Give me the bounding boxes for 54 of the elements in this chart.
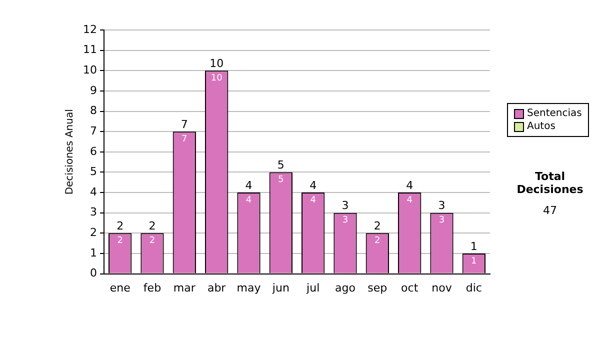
y-tick-label: 0 <box>90 266 97 280</box>
legend-label: Autos <box>527 120 556 133</box>
y-axis-title: Decisiones Anual <box>64 109 76 195</box>
legend-label: Sentencias <box>527 107 582 120</box>
x-tick-label: abr <box>207 281 226 294</box>
data-label: 3 <box>438 216 445 226</box>
y-tick-label: 5 <box>90 165 97 178</box>
text: 47 <box>542 204 558 217</box>
total-label: 3 <box>438 199 446 212</box>
x-tick-label: may <box>236 281 262 294</box>
data-label: 10 <box>210 73 223 84</box>
total-label: 2 <box>374 220 381 233</box>
y-tick-label: 7 <box>90 124 97 138</box>
total-label: 4 <box>245 178 252 192</box>
y-tick-label: 9 <box>90 84 97 97</box>
x-tick-label: sep <box>368 281 388 294</box>
x-tick-label: feb <box>143 281 162 294</box>
data-label: 4 <box>246 195 252 206</box>
data-label: 1 <box>471 256 477 266</box>
data-label: 3 <box>342 216 348 226</box>
x-tick-label: jun <box>271 281 290 294</box>
y-tick-label: 10 <box>82 63 97 76</box>
y-tick-label: 11 <box>82 43 97 56</box>
total-label: 2 <box>116 220 124 233</box>
y-tick-label: 12 <box>82 22 97 36</box>
total-label: 3 <box>342 199 349 212</box>
data-label: 4 <box>406 195 413 206</box>
x-tick-label: jul <box>306 281 320 294</box>
total-label: 4 <box>406 178 414 192</box>
data-label: 5 <box>278 175 284 186</box>
y-tick-label: 6 <box>90 144 97 158</box>
x-tick-label: nov <box>432 281 452 294</box>
total-label: 5 <box>277 158 284 172</box>
total-label: 2 <box>148 220 156 233</box>
y-tick-label: 2 <box>90 226 97 240</box>
text: Total Decisiones <box>516 170 584 196</box>
data-label: 4 <box>310 195 316 206</box>
total-label: 7 <box>180 118 188 131</box>
x-tick-label: oct <box>401 281 419 294</box>
total-label: 1 <box>470 240 478 253</box>
x-tick-label: dic <box>466 281 482 294</box>
x-tick-label: ene <box>110 281 131 294</box>
y-tick-label: 8 <box>90 104 97 118</box>
data-label: 2 <box>117 236 123 246</box>
y-tick-label: 1 <box>90 246 97 260</box>
y-tick-label: 4 <box>90 185 97 198</box>
data-label: 7 <box>182 134 188 144</box>
x-tick-label: ago <box>335 281 356 294</box>
total-label: 4 <box>310 178 317 192</box>
data-label: 2 <box>149 236 156 246</box>
total-label: 10 <box>210 56 224 70</box>
data-label: 2 <box>374 236 380 246</box>
x-tick-label: mar <box>173 281 196 294</box>
y-tick-label: 3 <box>90 206 97 219</box>
